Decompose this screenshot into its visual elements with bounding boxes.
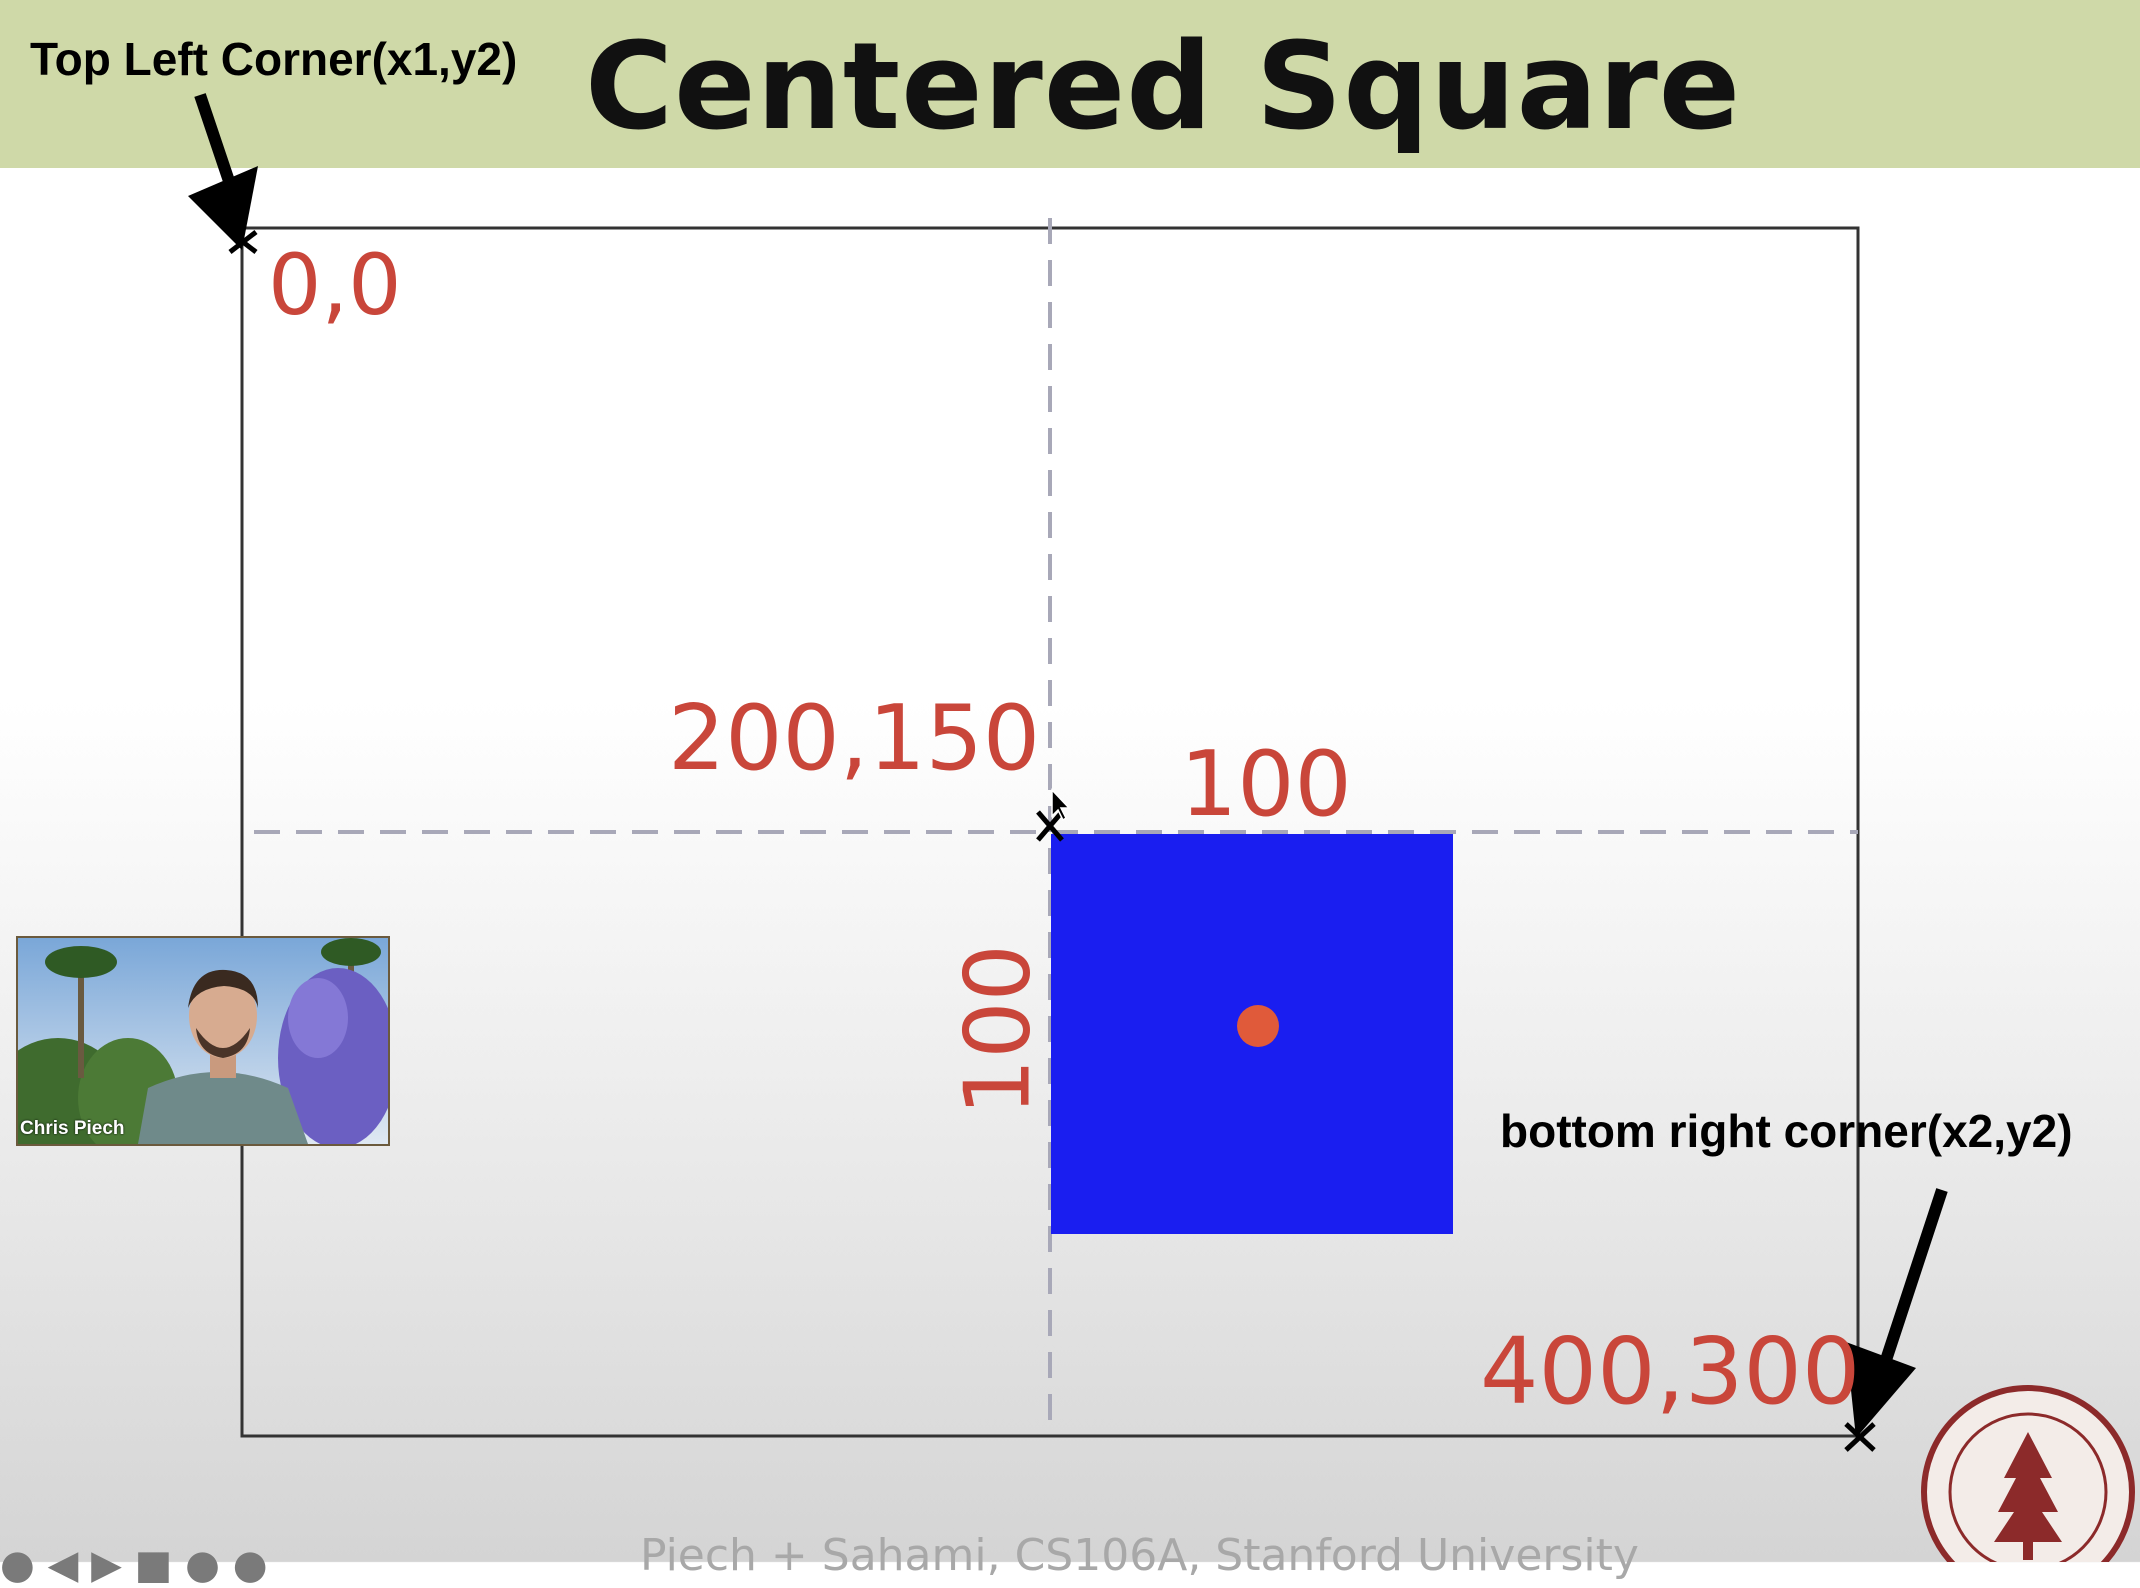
bottom-right-corner-annotation: bottom right corner(x2,y2) <box>1500 1105 2073 1157</box>
square-width-label: 100 <box>1180 732 1352 837</box>
stanford-seal-logo <box>1921 1385 2135 1562</box>
square-height-label: 100 <box>945 944 1051 1116</box>
webcam-video <box>18 938 388 1144</box>
slide-footer: Piech + Sahami, CS106A, Stanford Univers… <box>640 1530 1639 1581</box>
down-arrow-icon <box>188 93 258 250</box>
down-arrow-icon <box>1846 1188 1948 1438</box>
header-band <box>0 0 2140 168</box>
slide-title: Centered Square <box>585 18 1742 157</box>
origin-label: 0,0 <box>268 236 402 334</box>
top-left-corner-annotation: Top Left Corner(x1,y2) <box>30 33 518 85</box>
bottom-right-corner-marker <box>1844 1422 1876 1452</box>
center-point-label: 200,150 <box>668 686 1041 791</box>
player-controls-icons[interactable]: ● ◀ ▶ ■ ● ● <box>0 1542 268 1588</box>
presenter-name-label: Chris Piech <box>20 1118 125 1139</box>
bottom-right-label: 400,300 <box>1480 1318 1861 1425</box>
square-center-dot <box>1237 1005 1279 1047</box>
mouse-cursor-icon <box>1051 788 1071 822</box>
presenter-webcam-overlay: Chris Piech <box>16 936 390 1146</box>
center-point-marker <box>1036 810 1064 842</box>
